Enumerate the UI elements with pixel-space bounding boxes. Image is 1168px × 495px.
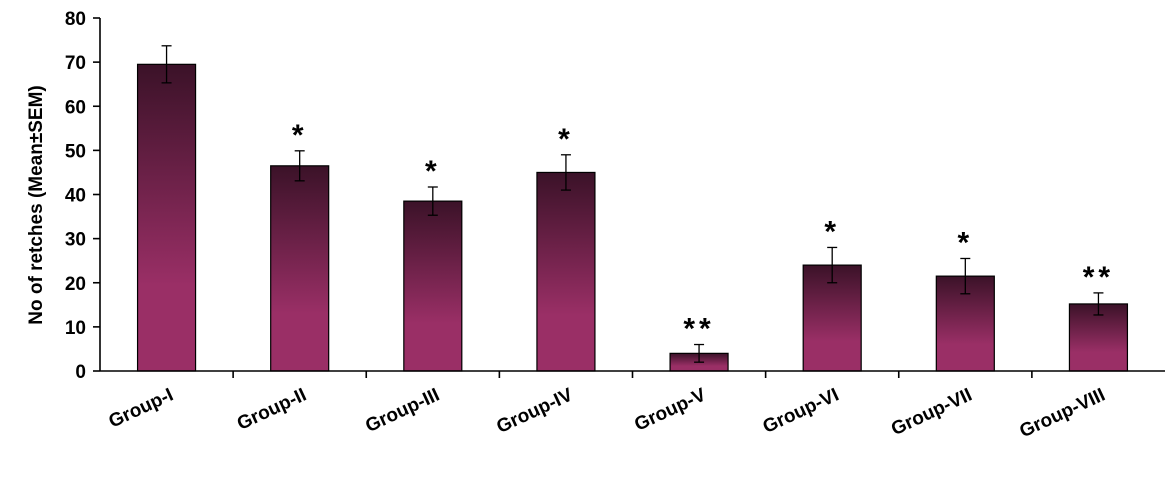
error-bar [161,45,172,84]
significance-marker: * [558,123,574,156]
x-tick-label: Group-IV [494,384,577,438]
significance-marker: * [292,119,308,152]
bar [536,171,596,372]
y-tick-label: 80 [65,9,86,30]
x-axis-labels: Group-I Group-II Group-III Group-IV Group-V G… [106,384,1109,442]
y-tick-label: 50 [65,141,86,162]
bar [403,200,463,372]
error-bar [427,186,438,216]
y-axis-ticks: 0 10 20 30 40 50 60 70 80 [65,9,1033,383]
error-bar [827,246,838,284]
x-tick-label: Group-VI [760,384,843,437]
significance-marker: ** [1083,261,1114,294]
error-bar [560,154,571,191]
error-bar [960,257,971,295]
significance-marker: * [824,215,840,248]
error-bar [694,343,705,363]
y-tick-label: 0 [75,362,86,383]
y-tick-label: 60 [65,97,86,118]
y-tick-label: 40 [65,186,86,207]
x-tick-label: Group-VII [888,384,975,440]
y-axis-label: No of retches (Mean±SEM) [26,85,47,325]
error-bar [1093,292,1104,316]
error-bar [294,150,305,182]
y-tick-label: 10 [65,318,86,339]
x-tick-label: Group-III [362,384,443,436]
significance-marker: * [957,226,973,259]
x-tick-label: Group-VIII [1016,384,1108,442]
bar [136,63,197,372]
x-tick-label: Group-V [631,384,709,435]
significance-marker: ** [683,313,714,346]
bar [270,165,330,372]
x-tick-label: Group-I [106,384,177,432]
bars-group: ****** *** [136,45,1129,372]
y-tick-label: 30 [65,230,86,251]
significance-marker: * [425,155,441,188]
y-tick-label: 70 [65,53,86,74]
y-tick-label: 20 [65,274,86,295]
x-tick-label: Group-II [234,384,310,434]
